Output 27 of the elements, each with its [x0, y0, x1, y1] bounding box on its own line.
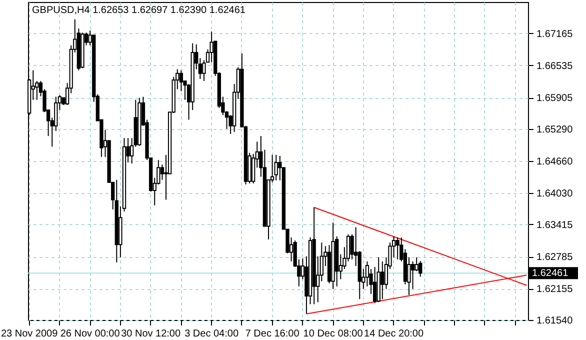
y-tick-label: 1.66535 — [536, 60, 574, 72]
y-tick-label: 1.62155 — [536, 284, 574, 296]
y-tick-label: 1.61540 — [536, 316, 574, 326]
x-tick-label: 26 Nov 00:00 — [60, 328, 120, 340]
y-tick-label: 1.62785 — [536, 252, 574, 264]
y-tick-label: 1.64030 — [536, 188, 574, 200]
x-tick-label: 7 Dec 16:00 — [245, 328, 300, 340]
candlestick — [414, 256, 418, 272]
candlestick — [372, 266, 377, 304]
chart-title: GBPUSD,H4 1.62653 1.62697 1.62390 1.62461 — [32, 5, 246, 16]
y-tick-label: 1.65290 — [536, 124, 574, 136]
ref-line-label: 1.62461 — [532, 268, 569, 280]
x-tick-label: 10 Dec 08:00 — [303, 328, 364, 340]
candlestick — [418, 260, 422, 278]
y-tick-label: 1.67165 — [536, 28, 574, 40]
candlestick — [274, 154, 278, 181]
candlestick — [396, 236, 400, 260]
candlestick — [380, 260, 384, 300]
x-tick-label: 14 Dec 20:00 — [364, 328, 424, 340]
candlestick — [410, 260, 415, 290]
x-tick-label: 23 Nov 2009 — [0, 328, 58, 340]
x-tick-label: 3 Dec 04:00 — [184, 328, 239, 340]
y-tick-label: 1.63415 — [536, 220, 574, 231]
x-tick-label: 30 Nov 12:00 — [121, 328, 181, 340]
y-tick-label: 1.65905 — [536, 93, 574, 104]
y-tick-label: 1.64660 — [536, 156, 574, 168]
candlestick — [179, 70, 184, 92]
